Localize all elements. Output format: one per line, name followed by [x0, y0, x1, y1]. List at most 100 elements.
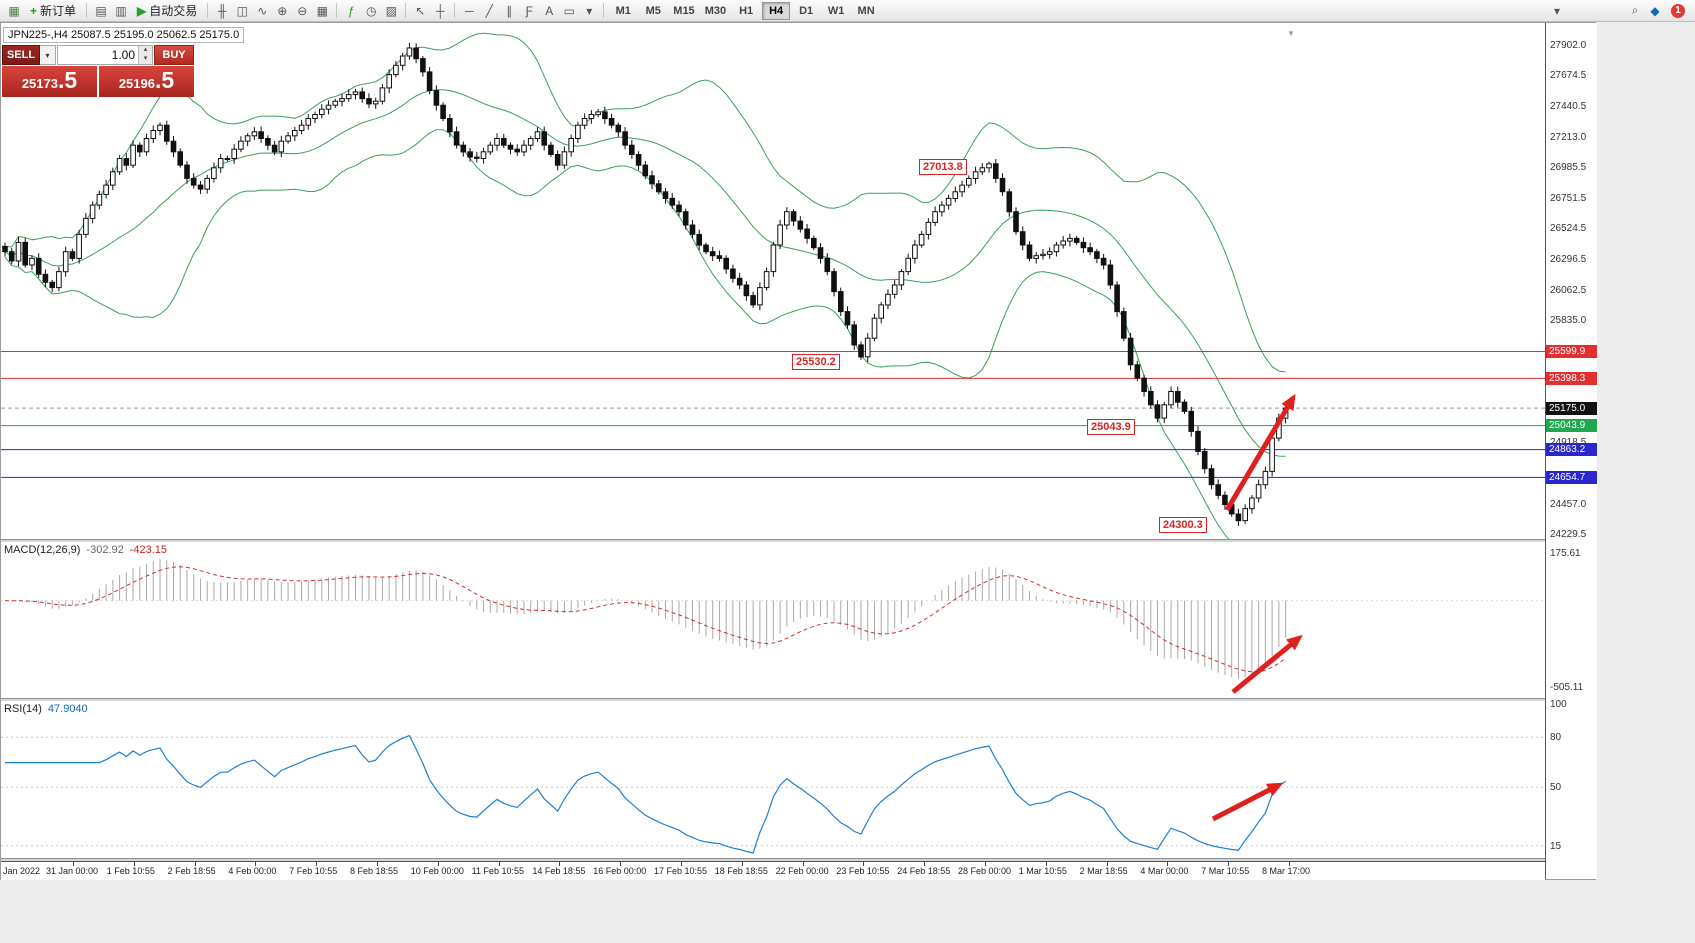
rsi-axis-label: 100	[1550, 699, 1567, 710]
time-axis-label: 22 Feb 00:00	[775, 866, 829, 876]
chart-shift-marker[interactable]: ▼	[1287, 29, 1295, 38]
toolbar: ▦ + 新订单 ▤ ▥ ▶ 自动交易 ╫ ◫ ∿ ⊕ ⊖ ▦ ƒ ◷ ▨ ↖ ┼ ─ ╱ ∥ Ƒ A ▭ ▾ M1 M5 M15 M3…	[0, 0, 1695, 22]
lot-increase-button[interactable]: ▴	[139, 46, 152, 55]
shapes-dropdown-icon[interactable]: ▾	[586, 3, 593, 18]
time-axis-label: 4 Mar 00:00	[1140, 866, 1189, 876]
line-chart-icon[interactable]: ∿	[257, 3, 268, 18]
timeframe-m5-button[interactable]: M5	[645, 4, 661, 17]
bar-chart-icon[interactable]: ╫	[218, 3, 227, 18]
tile-windows-icon[interactable]: ▦	[316, 3, 328, 18]
price-chart[interactable]	[1, 26, 1545, 539]
templates-icon[interactable]: ▨	[385, 3, 397, 18]
price-tag: 25175.0	[1546, 401, 1597, 415]
time-axis[interactable]: Jan 2022 31 Jan 00:00 1 Feb 10:55 2 Feb 18:…	[1, 861, 1545, 880]
price-tag: 24654.7	[1546, 470, 1597, 484]
channel-icon[interactable]: ∥	[506, 3, 513, 18]
time-axis-tick	[681, 862, 682, 866]
time-axis-label: 28 Feb 00:00	[958, 866, 1012, 876]
search-icon[interactable]: ⌕	[1631, 3, 1639, 17]
toolbar-separator	[336, 3, 338, 18]
sell-button[interactable]: SELL	[2, 45, 40, 65]
horizontal-line-icon[interactable]: ─	[465, 3, 474, 18]
sell-price-main: 25173	[21, 76, 58, 91]
trendline-icon[interactable]: ╱	[485, 3, 493, 18]
price-tag: 25599.9	[1546, 345, 1597, 359]
buy-price[interactable]: 25196.5	[99, 66, 194, 97]
timeframe-m30-button[interactable]: M30	[704, 4, 727, 17]
price-axis-label: 24457.0	[1550, 498, 1587, 510]
price-callout: 24300.3	[1159, 517, 1207, 533]
community-icon[interactable]: ◆	[1650, 3, 1660, 18]
time-axis-tick	[863, 862, 865, 866]
panel-resize-divider[interactable]	[1, 698, 1595, 701]
price-tag: 24863.2	[1546, 443, 1597, 457]
chevron-down-icon: ▾	[45, 50, 50, 60]
price-axis-label: 25835.0	[1550, 315, 1587, 327]
price-tag: 25043.9	[1546, 419, 1597, 433]
price-callout: 27013.8	[919, 159, 967, 175]
toolbar-separator	[86, 3, 88, 18]
time-axis-tick	[1228, 862, 1230, 866]
periods-icon[interactable]: ◷	[366, 3, 377, 18]
lot-size-input[interactable]: 1.00 ▴ ▾	[57, 45, 153, 65]
timeframe-h1-button[interactable]: H1	[739, 4, 754, 17]
price-axis-label: 26296.5	[1550, 253, 1587, 265]
time-axis-tick	[377, 862, 378, 866]
lot-decrease-button[interactable]: ▾	[139, 55, 152, 64]
fibonacci-icon[interactable]: Ƒ	[525, 3, 533, 18]
buy-button[interactable]: BUY	[154, 45, 194, 65]
price-axis-label: 27902.0	[1550, 40, 1587, 52]
sell-price[interactable]: 25173.5	[2, 66, 97, 97]
indicators-icon[interactable]: ƒ	[347, 3, 355, 18]
candlestick-chart-icon[interactable]: ◫	[236, 3, 248, 18]
time-axis-tick	[73, 862, 74, 866]
time-axis-tick	[1167, 862, 1169, 866]
timeframe-m1-button[interactable]: M1	[615, 4, 631, 17]
toolbar-separator	[603, 3, 605, 18]
time-axis-label: 7 Feb 10:55	[289, 866, 338, 876]
notification-badge[interactable]: 1	[1671, 3, 1685, 18]
sell-price-pips: .5	[57, 67, 78, 93]
buy-price-main: 25196	[118, 76, 155, 91]
time-axis-tick	[559, 862, 561, 866]
toolbar-overflow-chevron[interactable]: ▾	[1553, 3, 1561, 18]
time-axis-label: 8 Mar 17:00	[1262, 866, 1311, 876]
autotrading-button[interactable]: ▶ 自动交易	[131, 2, 203, 20]
timeframe-mn-button[interactable]: MN	[857, 4, 875, 17]
timeframe-w1-button[interactable]: W1	[827, 4, 845, 17]
panel-resize-divider[interactable]	[1, 539, 1595, 542]
buy-price-pips: .5	[154, 67, 175, 93]
text-icon[interactable]: A	[545, 3, 554, 18]
panel-resize-divider[interactable]	[1, 858, 1595, 861]
rsi-chart[interactable]	[1, 701, 1545, 858]
zoom-out-icon[interactable]: ⊖	[297, 3, 308, 18]
macd-axis-min: -505.11	[1550, 682, 1584, 693]
time-axis-tick	[498, 862, 500, 866]
time-axis-label: 23 Feb 10:55	[836, 866, 890, 876]
time-axis-label: 1 Feb 10:55	[106, 866, 155, 876]
macd-panel: MACD(12,26,9) -302.92 -423.15	[1, 542, 1545, 698]
timeframe-m15-button[interactable]: M15	[673, 4, 695, 17]
time-axis-label: 2 Mar 18:55	[1079, 866, 1128, 876]
rsi-name: RSI(14)	[4, 703, 42, 715]
rsi-axis-label: 50	[1550, 782, 1562, 794]
order-type-dropdown[interactable]: ▾	[40, 45, 56, 65]
price-axis-label: 26751.5	[1550, 193, 1587, 205]
time-axis-tick	[620, 862, 622, 866]
label-icon[interactable]: ▭	[563, 3, 575, 18]
timeframe-h4-button[interactable]: H4	[762, 1, 791, 20]
new-order-button[interactable]: + 新订单	[24, 2, 82, 20]
time-axis-label: 4 Feb 00:00	[228, 866, 277, 876]
profiles-icon[interactable]: ▤	[95, 3, 107, 18]
market-watch-icon[interactable]: ▥	[115, 3, 127, 18]
timeframe-d1-button[interactable]: D1	[799, 4, 814, 17]
crosshair-icon[interactable]: ┼	[436, 3, 445, 18]
chart-window-icon[interactable]: ▦	[8, 3, 20, 18]
zoom-in-icon[interactable]: ⊕	[277, 3, 288, 18]
macd-chart[interactable]	[1, 542, 1545, 698]
lot-spinner: ▴ ▾	[138, 46, 152, 64]
price-callout: 25530.2	[792, 354, 840, 370]
price-axis-label: 27674.5	[1550, 70, 1587, 82]
price-axis[interactable]: 27902.0 27674.5 27440.5 27213.0 26985.5 26751…	[1545, 23, 1597, 879]
cursor-icon[interactable]: ↖	[415, 3, 426, 18]
